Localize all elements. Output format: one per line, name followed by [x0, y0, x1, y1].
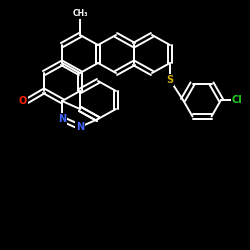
Text: N: N: [76, 122, 84, 132]
Text: Cl: Cl: [232, 95, 242, 105]
Text: S: S: [166, 75, 173, 85]
Text: CH₃: CH₃: [72, 10, 88, 18]
Text: N: N: [58, 114, 66, 124]
Text: O: O: [19, 96, 27, 106]
